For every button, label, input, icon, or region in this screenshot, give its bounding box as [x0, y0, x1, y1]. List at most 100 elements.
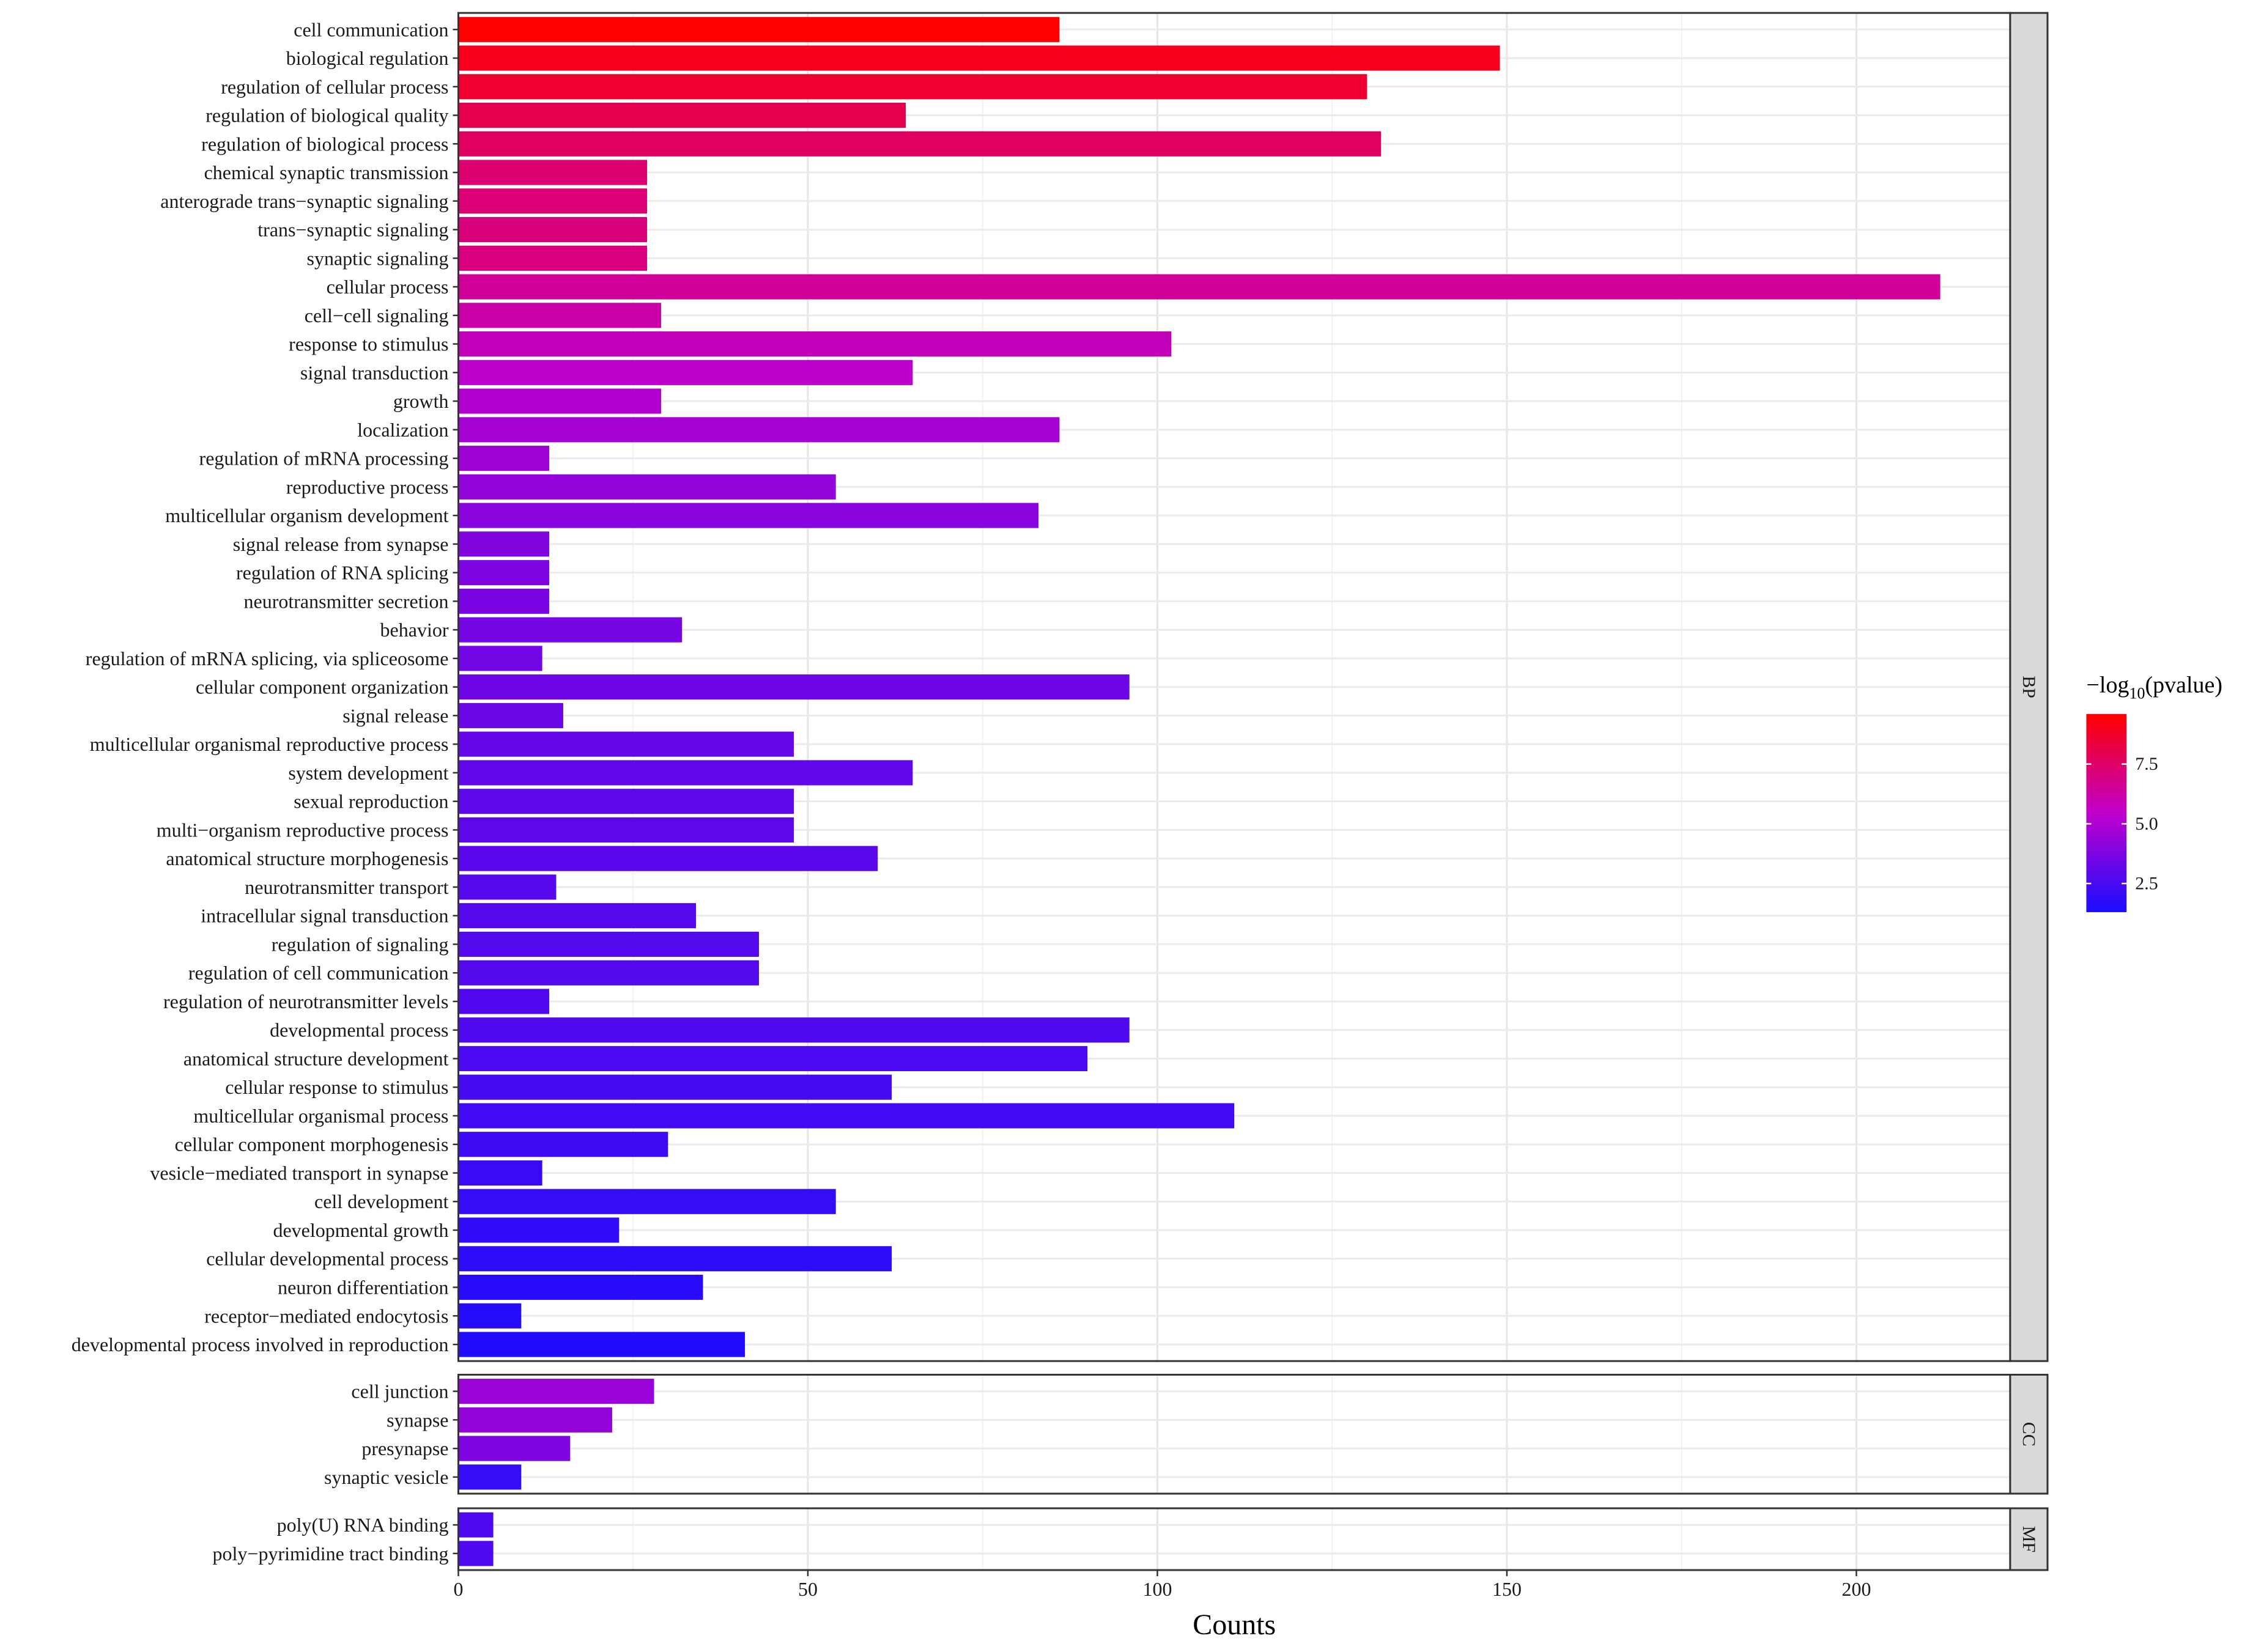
category-label: regulation of neurotransmitter levels [163, 990, 449, 1012]
category-label: vesicle−mediated transport in synapse [150, 1162, 448, 1184]
category-label: synaptic signaling [307, 247, 449, 269]
bar [458, 1160, 542, 1186]
legend-title: −log10(pvalue) [2086, 672, 2222, 702]
bar [458, 588, 550, 614]
bar [458, 560, 550, 586]
category-label: developmental process [270, 1019, 448, 1041]
category-label: regulation of signaling [272, 933, 449, 955]
bar [458, 674, 1130, 700]
category-label: signal release [342, 704, 448, 726]
legend-tick-label: 2.5 [2135, 874, 2158, 894]
bar [458, 617, 683, 643]
bar [458, 1017, 1130, 1043]
category-label: behavior [380, 619, 449, 641]
x-tick-label: 150 [1492, 1578, 1522, 1600]
bar [458, 1436, 571, 1461]
category-label: synaptic vesicle [324, 1466, 448, 1488]
category-label: cell−cell signaling [305, 304, 449, 326]
bar [458, 1103, 1235, 1129]
category-label: cell communication [294, 18, 448, 40]
x-tick-label: 200 [1841, 1578, 1871, 1600]
bar [458, 74, 1367, 100]
bar [458, 1303, 522, 1329]
bar [458, 446, 550, 471]
category-label: biological regulation [286, 47, 449, 69]
bar [458, 131, 1382, 157]
bar [458, 274, 1940, 300]
bar [458, 731, 794, 757]
bar [458, 817, 794, 843]
x-tick-label: 50 [798, 1578, 818, 1600]
bar [458, 531, 550, 557]
category-label: cellular process [327, 276, 449, 298]
bar [458, 1332, 745, 1357]
bar [458, 17, 1060, 42]
bar [458, 102, 906, 128]
bar [458, 903, 697, 929]
facet-strip [2009, 1507, 2049, 1571]
panel-background [458, 1374, 2010, 1494]
bar [458, 760, 913, 786]
category-label: cellular developmental process [206, 1248, 448, 1270]
category-label: multi−organism reproductive process [157, 819, 449, 841]
bar [458, 503, 1039, 528]
legend-colorbar [2086, 714, 2127, 912]
category-label: regulation of RNA splicing [236, 562, 449, 584]
bar [458, 303, 661, 328]
bar [458, 874, 557, 900]
panel-background [458, 1508, 2010, 1570]
category-label: poly−pyrimidine tract binding [213, 1543, 449, 1565]
category-label: cellular component organization [196, 676, 448, 698]
panel-mf: poly(U) RNA binding poly−pyrimidine tract… [213, 1507, 2049, 1571]
x-axis-title: Counts [1193, 1609, 1276, 1641]
facet-strip-label: CC [2019, 1422, 2039, 1447]
bar [458, 789, 794, 814]
bar [458, 1379, 654, 1404]
category-label: regulation of mRNA processing [199, 448, 449, 470]
bar [458, 1274, 703, 1300]
category-label: cellular component morphogenesis [175, 1134, 449, 1156]
bar [458, 417, 1060, 443]
chart-panels: cell communication biological regulation r… [72, 12, 2049, 1571]
facet-strip-label: BP [2019, 676, 2039, 698]
bar [458, 1246, 892, 1272]
bar [458, 331, 1172, 357]
panel-cc: cell junction synapse presynapse synaptic v… [324, 1373, 2049, 1495]
bar [458, 360, 913, 385]
category-label: chemical synaptic transmission [204, 161, 449, 183]
bar [458, 1217, 620, 1243]
category-label: neurotransmitter transport [245, 876, 448, 898]
category-label: regulation of biological process [201, 133, 448, 155]
category-label: localization [357, 419, 448, 441]
category-label: cell development [314, 1190, 449, 1212]
category-label: cellular response to stimulus [225, 1076, 448, 1098]
category-label: multicellular organism development [165, 504, 448, 526]
bar [458, 474, 836, 500]
category-label: neurotransmitter secretion [244, 590, 449, 612]
category-label: regulation of cellular process [221, 76, 448, 98]
category-label: anatomical structure development [183, 1047, 449, 1069]
category-label: regulation of biological quality [205, 105, 448, 127]
bar [458, 388, 661, 414]
category-label: multicellular organismal reproductive pr… [90, 733, 449, 755]
category-label: sexual reproduction [294, 791, 448, 813]
facet-strip-label: MF [2019, 1526, 2039, 1552]
bar [458, 931, 759, 957]
bar [458, 1541, 494, 1566]
bar [458, 217, 648, 243]
bar [458, 1512, 494, 1538]
category-label: regulation of cell communication [188, 962, 449, 984]
bar [458, 1132, 668, 1157]
bar [458, 1045, 1088, 1072]
legend-tick-label: 5.0 [2135, 814, 2158, 834]
bar [458, 1189, 836, 1214]
category-label: developmental process involved in reprod… [72, 1333, 449, 1355]
category-label: receptor−mediated endocytosis [204, 1305, 448, 1327]
category-label: synapse [387, 1409, 448, 1431]
category-label: developmental growth [273, 1219, 448, 1241]
category-label: neuron differentiation [278, 1276, 448, 1298]
bar [458, 702, 563, 728]
category-label: poly(U) RNA binding [277, 1514, 449, 1536]
x-axis: 0 50 100 150 200 [453, 1569, 1871, 1600]
